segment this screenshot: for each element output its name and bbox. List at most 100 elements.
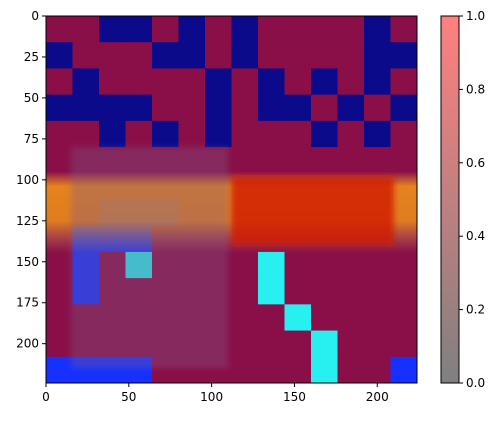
heatmap-cell <box>152 120 180 148</box>
heatmap-cell <box>178 42 206 70</box>
heatmap-cell <box>337 278 365 305</box>
heatmap-cell <box>231 278 259 305</box>
heatmap-cell <box>205 94 233 122</box>
heatmap-cell <box>417 121 444 148</box>
heatmap-cell <box>364 94 392 122</box>
heatmap-cell <box>258 356 286 383</box>
heatmap-cell <box>231 120 259 148</box>
colorbar-tick-label: 0.4 <box>466 229 485 243</box>
heatmap-cell <box>390 120 417 148</box>
heatmap-cell <box>232 383 259 410</box>
heatmap-cell <box>178 16 206 43</box>
plot-frame <box>45 15 418 384</box>
heatmap-cell <box>311 330 339 358</box>
heatmap-cell <box>205 42 233 70</box>
heatmap-cell <box>338 383 365 410</box>
heatmap-cell <box>284 16 312 43</box>
heatmap-cell <box>390 42 417 70</box>
heatmap-cell <box>337 251 365 279</box>
heatmap-cell <box>284 278 312 305</box>
heatmap-cell <box>390 330 417 358</box>
heatmap-cell <box>72 42 100 70</box>
heatmap-cell <box>284 120 312 148</box>
heatmap-cell <box>284 42 312 70</box>
heatmap-cell <box>364 330 392 358</box>
heatmap-cell <box>390 251 417 279</box>
y-axis: 0 25 50 75 100 125 150 175 200 <box>16 9 46 351</box>
overlay-shadow-object <box>70 147 229 369</box>
heatmap-cell <box>417 357 444 384</box>
heatmap-cell <box>284 304 312 332</box>
heatmap-cell <box>231 147 259 174</box>
colorbar-tick-label: 0.0 <box>466 376 485 390</box>
heatmap-cell <box>417 147 444 174</box>
heatmap-cell <box>73 383 100 410</box>
heatmap-cell <box>258 147 286 174</box>
heatmap-cell <box>284 147 312 174</box>
heatmap-cell <box>231 16 259 43</box>
heatmap-cell <box>311 42 339 70</box>
heatmap-cell <box>46 304 74 332</box>
heatmap-cell <box>337 330 365 358</box>
heatmap-cell <box>99 94 127 122</box>
heatmap-cell <box>390 147 417 174</box>
heatmap-cell <box>311 278 339 305</box>
heatmap-plot <box>46 16 444 410</box>
heatmap-cell <box>46 147 74 174</box>
heatmap-cell <box>417 42 444 69</box>
overlay-layer <box>46 147 417 369</box>
heatmap-cell <box>337 147 365 174</box>
x-tick-label: 150 <box>283 390 306 404</box>
heatmap-cell <box>364 16 392 43</box>
heatmap-cell <box>337 94 365 122</box>
heatmap-cell <box>337 304 365 332</box>
y-tick-label: 50 <box>24 91 39 105</box>
heatmap-cell <box>337 120 365 148</box>
heatmap-cell <box>258 16 286 43</box>
heatmap-cell <box>311 68 339 96</box>
heatmap-cell <box>311 120 339 148</box>
heatmap-cell <box>311 94 339 122</box>
heatmap-cell <box>152 68 180 96</box>
heatmap-cell <box>284 251 312 279</box>
heatmap-cell <box>364 278 392 305</box>
heatmap-cell <box>72 68 100 96</box>
y-tick-label: 0 <box>31 9 39 23</box>
heatmap-cell <box>205 68 233 96</box>
colorbar-tick-label: 1.0 <box>466 9 485 23</box>
heatmap-cell <box>46 356 74 383</box>
heatmap-cell <box>178 120 206 148</box>
x-tick-label: 200 <box>366 390 389 404</box>
heatmap-cell <box>125 42 153 70</box>
heatmap-cell <box>417 200 444 227</box>
heatmap-cell <box>72 94 100 122</box>
heatmap-cell <box>258 120 286 148</box>
heatmap-cell <box>231 251 259 279</box>
heatmap-cell <box>46 251 74 279</box>
heatmap-cell <box>258 278 286 305</box>
heatmap-cell <box>284 330 312 358</box>
heatmap-cell <box>99 16 127 43</box>
heatmap-cell <box>46 42 74 70</box>
heatmap-cell <box>417 68 444 95</box>
heatmap-cell <box>311 304 339 332</box>
heatmap-cell <box>125 120 153 148</box>
heatmap-cell <box>417 278 444 305</box>
heatmap-cell <box>390 356 417 383</box>
heatmap-cell <box>258 94 286 122</box>
heatmap-cell <box>417 383 444 410</box>
heatmap-cell <box>99 120 127 148</box>
heatmap-cell <box>311 356 339 383</box>
heatmap-cell <box>231 356 259 383</box>
heatmap-cell <box>311 251 339 279</box>
heatmap-cell <box>99 42 127 70</box>
heatmap-cell <box>46 120 74 148</box>
heatmap-cell <box>391 383 418 410</box>
heatmap-cell <box>364 42 392 70</box>
y-tick-label: 150 <box>16 255 39 269</box>
heatmap-cell <box>390 68 417 96</box>
y-tick-label: 200 <box>16 337 39 351</box>
colorbar-tick-label: 0.2 <box>466 303 485 317</box>
heatmap-cell <box>72 120 100 148</box>
